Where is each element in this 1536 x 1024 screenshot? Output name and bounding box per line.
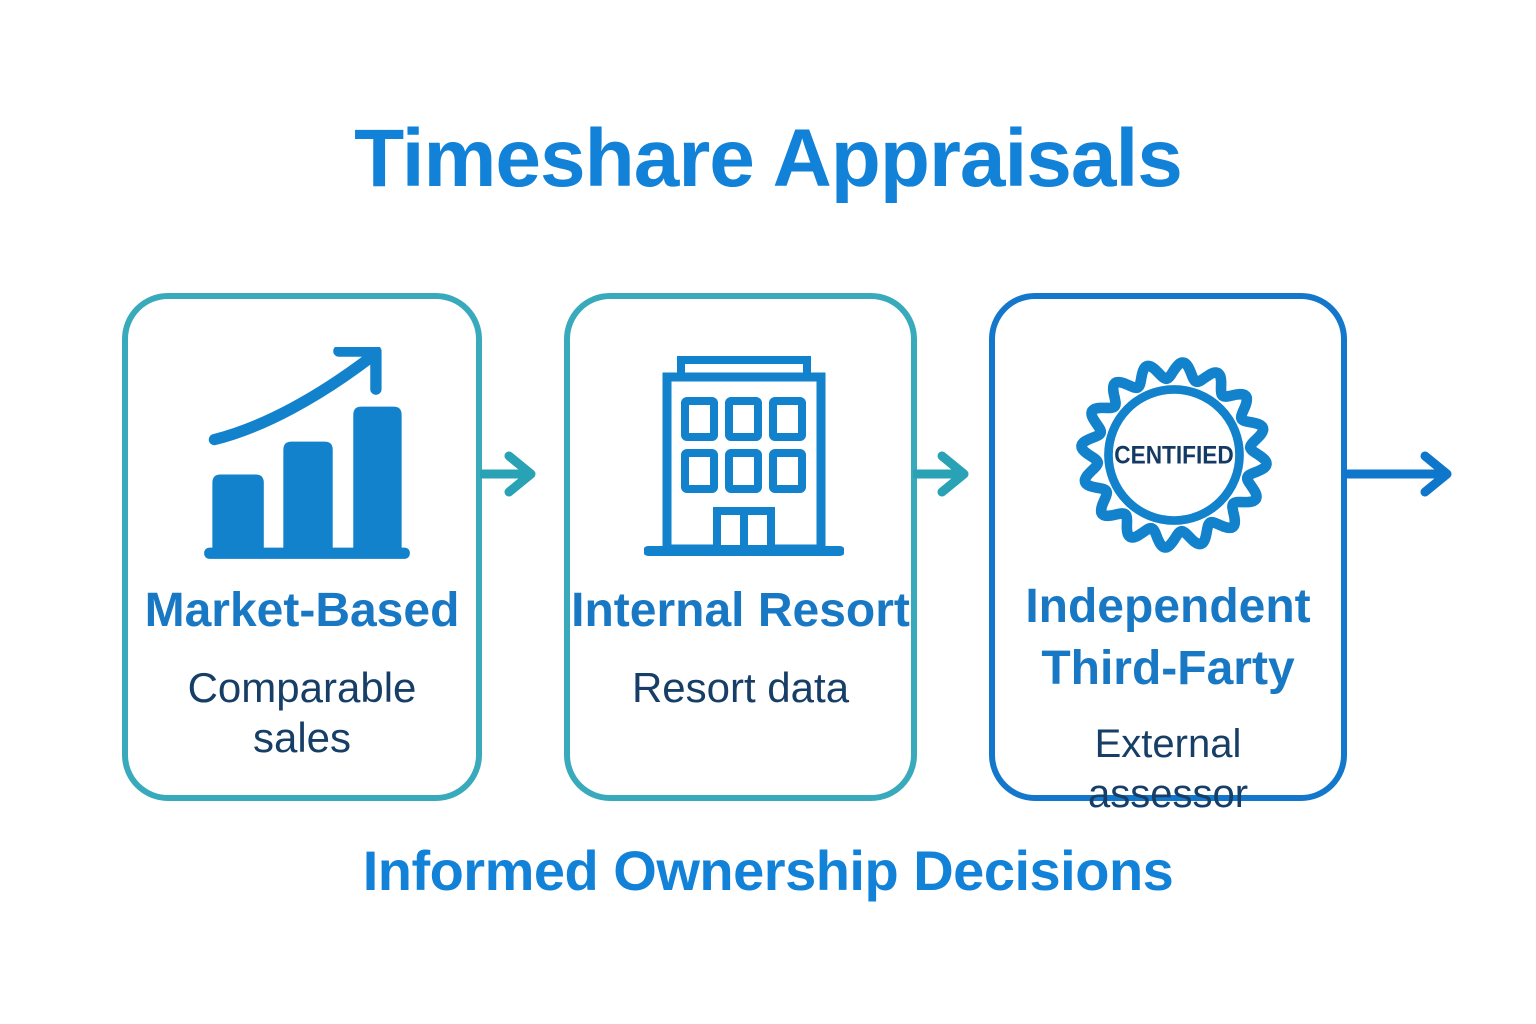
card-subtitle: Resort data xyxy=(631,664,850,711)
page-title: Timeshare Appraisals xyxy=(354,113,1183,204)
exit-arrow-right-icon xyxy=(1344,451,1452,497)
card-title: Independent Third-Farty xyxy=(995,576,1341,700)
card-internal-resort: Internal Resort Resort data xyxy=(564,293,917,801)
card-subtitle: Comparable sales xyxy=(187,664,417,761)
badge-text: CENTIFIED xyxy=(1114,442,1233,470)
card-independent-third-party: CENTIFIED Independent Third-Farty Extern… xyxy=(989,293,1347,816)
resort-building-icon xyxy=(644,356,844,556)
card-title-line-1: Independent xyxy=(1025,580,1311,633)
card-market-based: Market-Based Comparable sales xyxy=(122,293,482,801)
card-title-line-2: Third-Farty xyxy=(1041,642,1295,695)
growth-bar-chart-icon xyxy=(204,347,410,559)
badge-scalloped-ring xyxy=(1076,357,1272,553)
certified-badge-icon: CENTIFIED xyxy=(1076,357,1272,553)
flow-arrow-right-icon xyxy=(913,451,969,497)
card-subtitle: External assessor xyxy=(1087,722,1249,816)
card-title: Market-Based xyxy=(144,584,460,637)
card-title: Internal Resort xyxy=(571,584,910,637)
flow-arrow-right-icon xyxy=(480,451,536,497)
footer-title: Informed Ownership Decisions xyxy=(362,839,1174,902)
